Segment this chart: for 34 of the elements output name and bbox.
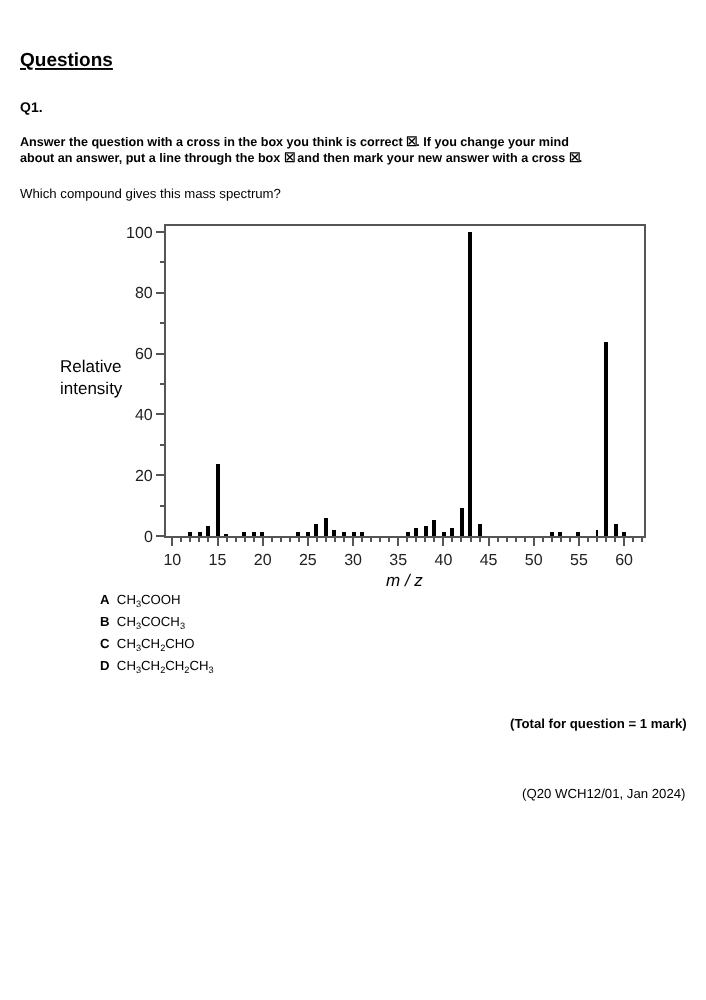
x-tick-label: 60: [615, 551, 635, 570]
y-tick-label: 60: [134, 345, 154, 364]
bar: [614, 524, 618, 536]
x-tick-label: 15: [208, 551, 228, 570]
x-tick-label: 25: [298, 551, 318, 570]
bar: [424, 526, 428, 536]
y-tick-label: 0: [143, 527, 154, 546]
bar: [324, 518, 328, 536]
x-tick-label: 10: [163, 551, 183, 570]
x-tick-label: 40: [434, 551, 454, 570]
x-axis-title: m / z: [386, 570, 425, 590]
bar: [314, 524, 318, 536]
x-tick-label: 20: [253, 551, 273, 570]
x-tick-label: 50: [524, 551, 544, 570]
x-tick-label: 55: [570, 551, 589, 570]
bar: [432, 520, 436, 536]
x-tick-label: 30: [344, 551, 364, 570]
bar: [216, 464, 220, 536]
x-tick-label: 35: [389, 551, 409, 570]
bar: [414, 528, 418, 536]
y-tick-label: 40: [134, 406, 154, 425]
y-axis-title: Relative intensity: [60, 356, 124, 399]
text: Questions: [20, 50, 113, 72]
bar: [604, 342, 608, 536]
y-tick-label: 80: [134, 284, 154, 303]
bar: [468, 232, 472, 536]
bar: [460, 508, 464, 536]
bar: [478, 524, 482, 536]
y-tick-label: 100: [126, 223, 154, 242]
bar: [332, 530, 336, 536]
y-tick-label: 20: [134, 466, 154, 485]
bar: [206, 526, 210, 536]
bar: [450, 528, 454, 536]
x-tick-label: 45: [479, 551, 499, 570]
